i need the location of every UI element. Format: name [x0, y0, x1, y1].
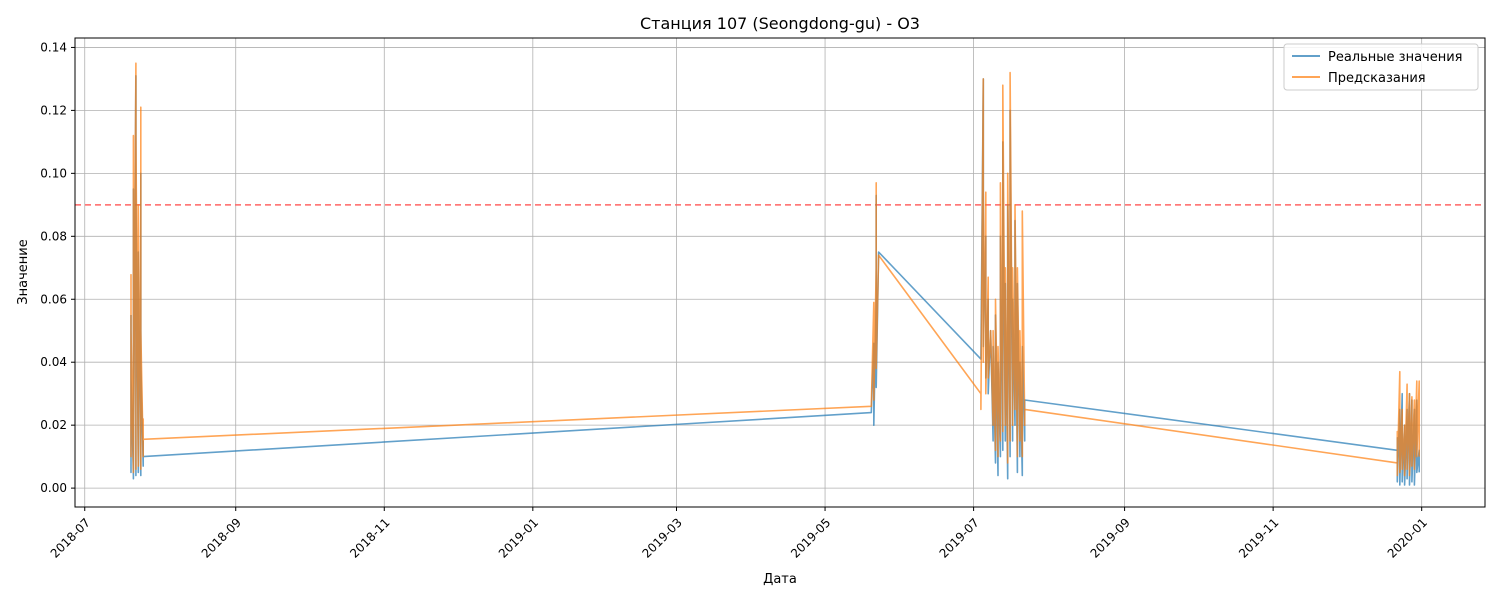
y-tick-label-7: 0.14 — [40, 40, 67, 54]
y-tick-label-0: 0.00 — [40, 481, 67, 495]
legend: Реальные значения Предсказания — [1283, 43, 1479, 91]
legend-box — [1283, 43, 1479, 91]
y-tick-label-3: 0.06 — [40, 292, 67, 306]
x-axis-label: Дата — [763, 572, 797, 587]
y-axis-ticks: 0.00 0.02 0.04 0.06 0.08 0.10 0.12 0.14 — [40, 40, 75, 495]
chart-title: Станция 107 (Seongdong-gu) - O3 — [640, 14, 920, 33]
legend-label-real: Реальные значения — [1328, 50, 1463, 65]
y-tick-label-2: 0.04 — [40, 355, 67, 369]
plot-frame — [74, 37, 1486, 508]
y-tick-label-5: 0.10 — [40, 166, 67, 180]
y-tick-label-1: 0.02 — [40, 418, 67, 432]
y-axis-label: Значение — [16, 239, 31, 304]
series-line-1 — [130, 62, 1420, 477]
series-layer — [130, 62, 1420, 486]
grid — [75, 38, 1485, 507]
legend-label-predicted: Предсказания — [1328, 71, 1426, 86]
plot-area — [75, 38, 1485, 507]
y-tick-label-4: 0.08 — [40, 229, 67, 243]
y-tick-label-6: 0.12 — [40, 103, 67, 117]
